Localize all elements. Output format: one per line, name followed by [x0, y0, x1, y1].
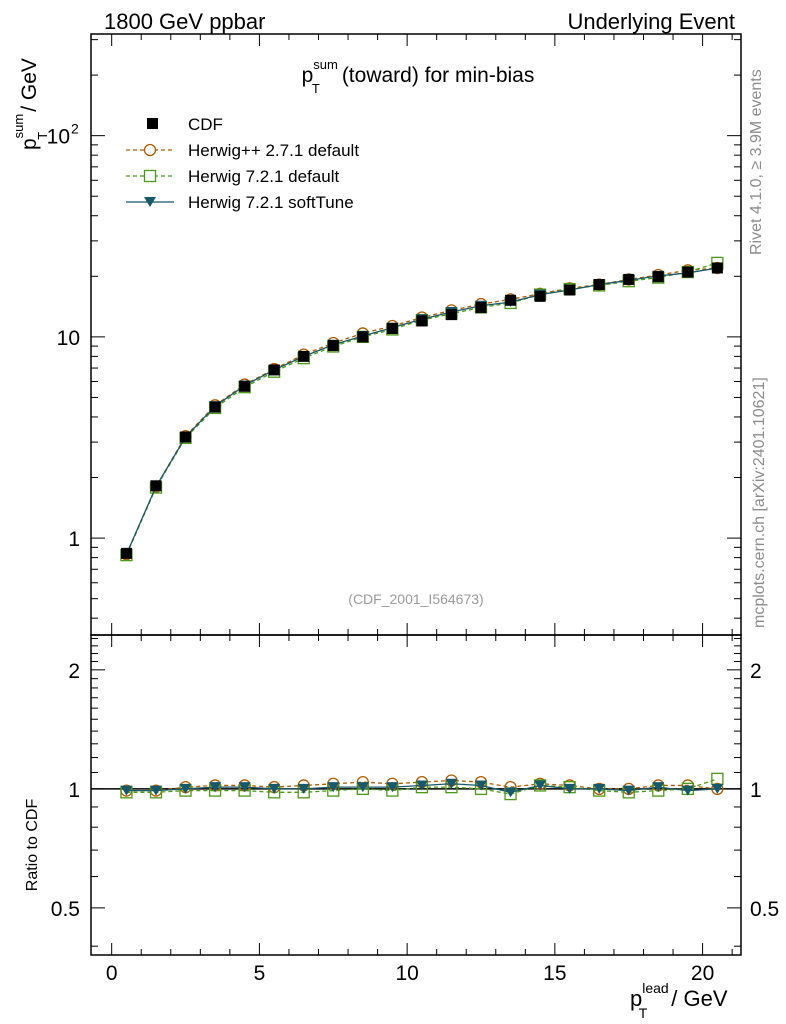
series-3-ratio-point [593, 783, 606, 794]
ratio-y-tick-label: 2 [68, 660, 80, 683]
xlabel: plead T / GeV [630, 980, 728, 1021]
legend: CDF Herwig++ 2.7.1 default Herwig 7.2.1 … [126, 115, 359, 212]
cdf-data-point [327, 340, 339, 352]
y-tick-label: 10 [47, 126, 70, 149]
series-3-ratio-point [445, 778, 458, 789]
cdf-data-point [298, 350, 310, 362]
x-tick-label: 15 [543, 962, 566, 985]
title-rest: (toward) for min-bias [342, 64, 535, 87]
cdf-data-point [564, 284, 576, 296]
cdf-data-point [357, 331, 369, 343]
ylabel-p: p [18, 138, 41, 150]
xlabel-sup: lead [642, 980, 668, 996]
legend-herwig7-softtune-label: Herwig 7.2.1 softTune [188, 193, 354, 212]
cdf-data-point [652, 271, 664, 283]
xlabel-rest: / GeV [671, 986, 728, 1011]
side-mcplots: mcplots.cern.ch [arXiv:2401.10621] [751, 377, 768, 628]
x-tick-label: 20 [691, 962, 714, 985]
cdf-data-point [268, 364, 280, 376]
cdf-data-point [711, 262, 723, 274]
ylabel-sub: T [35, 132, 50, 140]
series-3-ratio-point [120, 785, 133, 796]
series-3-ratio-point [179, 783, 192, 794]
cdf-data-point [505, 294, 517, 306]
header-right: Underlying Event [567, 9, 735, 34]
xlabel-p: p [630, 986, 642, 1011]
ratio-y-tick-label-right: 2 [750, 660, 762, 683]
cdf-data-point [239, 380, 251, 392]
ratio-frame [90, 634, 742, 956]
legend-cdf: CDF [147, 115, 223, 134]
xlabel-sub: T [639, 1005, 648, 1021]
series-3-ratio-point [622, 785, 635, 796]
y-tick-label: 10 [57, 327, 80, 350]
series-3-ratio-point [563, 783, 576, 794]
cdf-data-point [416, 315, 428, 327]
series-3-ratio-point [356, 782, 369, 793]
cdf-data-point [120, 547, 132, 559]
series-3-ratio-point [386, 782, 399, 793]
side-rivet: Rivet 4.1.0, ≥ 3.9M events [748, 69, 765, 255]
series-3-ratio-point [268, 783, 281, 794]
series-3-ratio-point [327, 782, 340, 793]
plot-title: psum T (toward) for min-bias [302, 57, 535, 96]
header-left: 1800 GeV ppbar [104, 9, 265, 34]
cdf-data-point [150, 480, 162, 492]
series-3-ratio-point [681, 785, 694, 796]
series-3-ratio-point [297, 783, 310, 794]
cdf-data-point [386, 323, 398, 335]
x-tick-label: 0 [106, 962, 118, 985]
ratio-y-tick-label: 0.5 [51, 898, 80, 921]
cdf-data-point [209, 401, 221, 413]
x-tick-label: 5 [254, 962, 266, 985]
series-3-ratio-point [238, 782, 251, 793]
main-series [120, 256, 724, 562]
cdf-data-point [534, 290, 546, 302]
cdf-data-point [180, 431, 192, 443]
ylabel-rest: / GeV [18, 58, 41, 112]
legend-cdf-label: CDF [188, 115, 223, 134]
ratio-y-tick-label-right: 0.5 [750, 898, 779, 921]
legend-herwig7-softtune-marker [144, 197, 156, 207]
legend-herwig7-softtune: Herwig 7.2.1 softTune [126, 193, 354, 212]
y-tick-label-exp: 2 [71, 121, 79, 137]
legend-herwig7-default: Herwig 7.2.1 default [126, 167, 339, 186]
title-sup: sum [313, 57, 338, 72]
legend-herwigpp-label: Herwig++ 2.7.1 default [188, 141, 359, 160]
title-sub: T [312, 81, 320, 96]
ratio-series [120, 772, 724, 801]
series-3-ratio-point [534, 780, 547, 791]
main-ylabel: psum T / GeV [11, 58, 50, 150]
ylabel-sup: sum [11, 114, 26, 139]
ratio-y-tick-label-right: 1 [750, 779, 762, 802]
legend-herwigpp-marker [143, 143, 157, 157]
series-3-ratio-point [504, 787, 517, 798]
ratio-ylabel: Ratio to CDF [24, 799, 41, 892]
analysis-tag: (CDF_2001_I564673) [348, 591, 483, 607]
cdf-data-point [593, 279, 605, 291]
series-3-ratio-point [209, 782, 222, 793]
y-tick-label: 1 [68, 528, 80, 551]
series-3-ratio-point [150, 785, 162, 796]
legend-cdf-marker [147, 118, 158, 129]
cdf-data-point [682, 266, 694, 278]
title-p: p [302, 64, 314, 87]
series-3-ratio-point [475, 780, 487, 791]
x-tick-label: 10 [395, 962, 418, 985]
cdf-data-point [445, 309, 457, 321]
series-3-ratio-point [711, 783, 724, 794]
series-3-ratio-point [652, 782, 665, 793]
legend-herwigpp: Herwig++ 2.7.1 default [126, 141, 359, 160]
legend-herwig7-default-marker [143, 169, 157, 183]
cdf-data-point [623, 273, 635, 285]
cdf-data-point [475, 301, 487, 313]
series-3-ratio-point [415, 780, 428, 791]
ratio-y-tick-label: 1 [68, 779, 80, 802]
legend-herwig7-default-label: Herwig 7.2.1 default [188, 167, 339, 186]
